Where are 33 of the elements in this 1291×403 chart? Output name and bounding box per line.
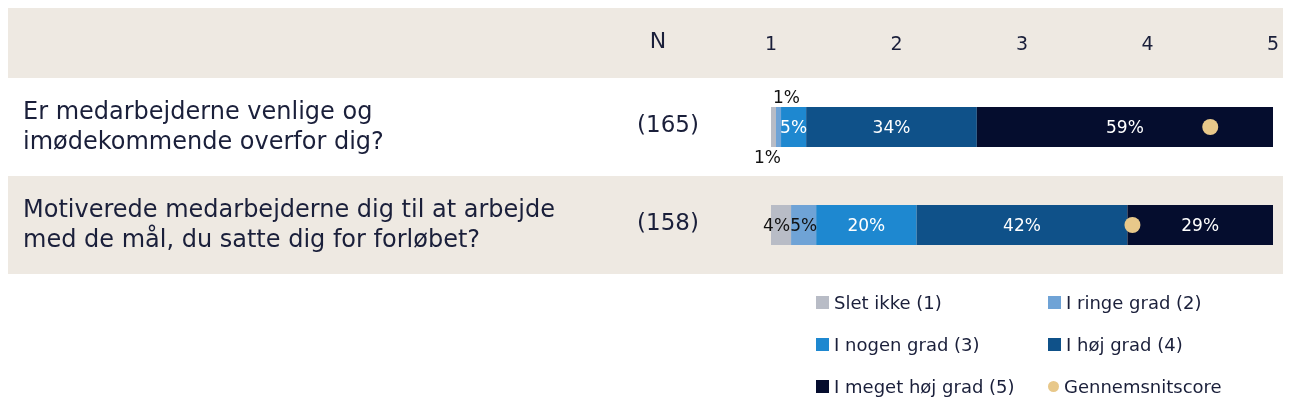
bar xyxy=(976,107,1273,147)
data-label: 5% xyxy=(780,117,808,137)
data-label: 42% xyxy=(1003,215,1041,235)
bar xyxy=(916,205,1128,245)
data-label: 1% xyxy=(773,87,801,107)
data-label: 29% xyxy=(1181,215,1220,235)
y-tick-label: Motiverede medarbejderne dig til at arbejde med de mål, du satte dig for forløbet? xyxy=(23,194,556,254)
bar xyxy=(806,107,977,147)
x2-tick-label: 5 xyxy=(1266,32,1280,54)
y2-axis-title: N xyxy=(648,28,668,53)
bar xyxy=(776,107,782,147)
data-label: 1% xyxy=(754,147,781,167)
legend-label: I meget høj grad (5) xyxy=(834,375,1015,397)
legend-label: Slet ikke (1) xyxy=(834,291,942,313)
legend-label: Gennemsnitscore xyxy=(1064,375,1222,397)
legend-label: I ringe grad (2) xyxy=(1066,291,1202,313)
x2-tick-label: 4 xyxy=(1141,32,1154,54)
y2-tick-label: (165) xyxy=(636,111,700,137)
x2-tick-label: 2 xyxy=(890,32,903,54)
data-label: 59% xyxy=(1106,117,1144,137)
data-label: 34% xyxy=(872,117,911,137)
bar xyxy=(816,205,917,245)
data-label: 4% xyxy=(763,215,791,235)
bar xyxy=(771,107,777,147)
y-tick-label: Er medarbejderne venlige og imødekommende overfor dig? xyxy=(23,96,385,156)
data-label: 5% xyxy=(790,215,818,235)
y2-tick-label: (158) xyxy=(636,209,700,235)
legend-label: I nogen grad (3) xyxy=(834,333,980,355)
data-label: 20% xyxy=(847,215,886,235)
bar xyxy=(1127,205,1273,245)
legend-label: I høj grad (4) xyxy=(1066,333,1183,355)
x2-tick-label: 1 xyxy=(764,32,778,54)
x2-tick-label: 3 xyxy=(1015,32,1029,54)
